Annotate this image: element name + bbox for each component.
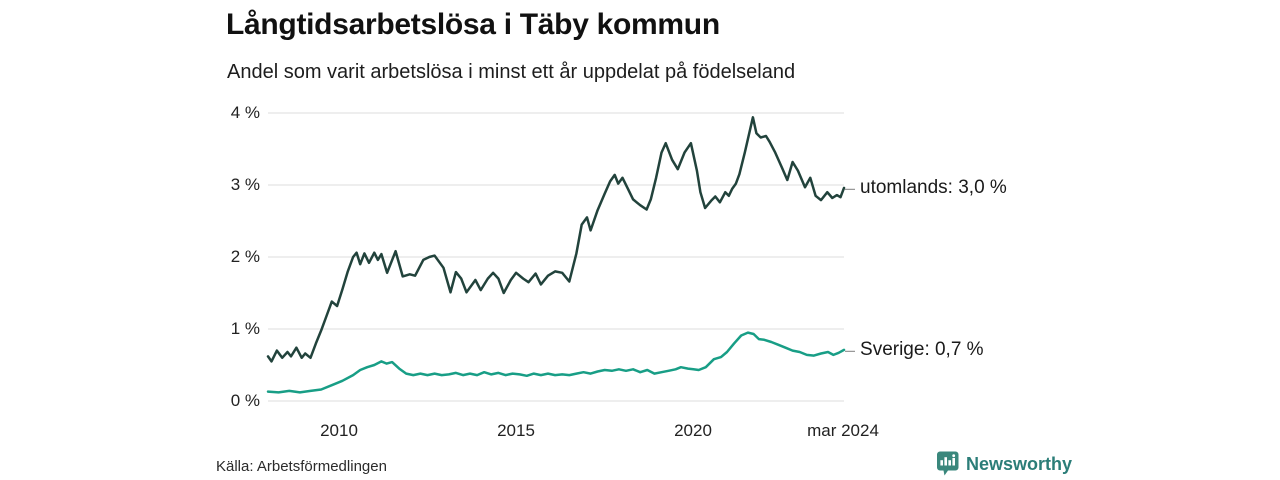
y-axis-tick: 0 % — [230, 391, 260, 410]
x-axis-tick: 2020 — [674, 421, 712, 440]
series-label-text: utomlands: 3,0 % — [860, 176, 1007, 198]
x-axis-tick: 2010 — [320, 421, 358, 440]
series-label-utomlands: – utomlands: 3,0 % — [845, 177, 1007, 199]
chart-subtitle: Andel som varit arbetslösa i minst ett å… — [227, 61, 796, 83]
series-label-sverige: – Sverige: 0,7 % — [845, 339, 984, 361]
series-label-text: Sverige: 0,7 % — [860, 338, 984, 360]
legend-dash-icon: – — [845, 339, 856, 360]
brand-name: Newsworthy — [966, 453, 1073, 474]
source-note: Källa: Arbetsförmedlingen — [216, 458, 387, 475]
y-axis-tick: 2 % — [230, 247, 260, 266]
y-axis-tick: 1 % — [230, 319, 260, 338]
x-axis-tick: 2015 — [497, 421, 535, 440]
page-title: Långtidsarbetslösa i Täby kommun — [226, 8, 720, 41]
y-axis-tick: 4 % — [230, 103, 260, 122]
y-axis-tick: 3 % — [230, 175, 260, 194]
newsworthy-bubble-chart-icon — [937, 451, 959, 476]
legend-dash-icon: – — [845, 177, 856, 198]
x-axis-tick: mar 2024 — [807, 421, 879, 440]
newsworthy-logo: Newsworthy — [936, 451, 1072, 477]
